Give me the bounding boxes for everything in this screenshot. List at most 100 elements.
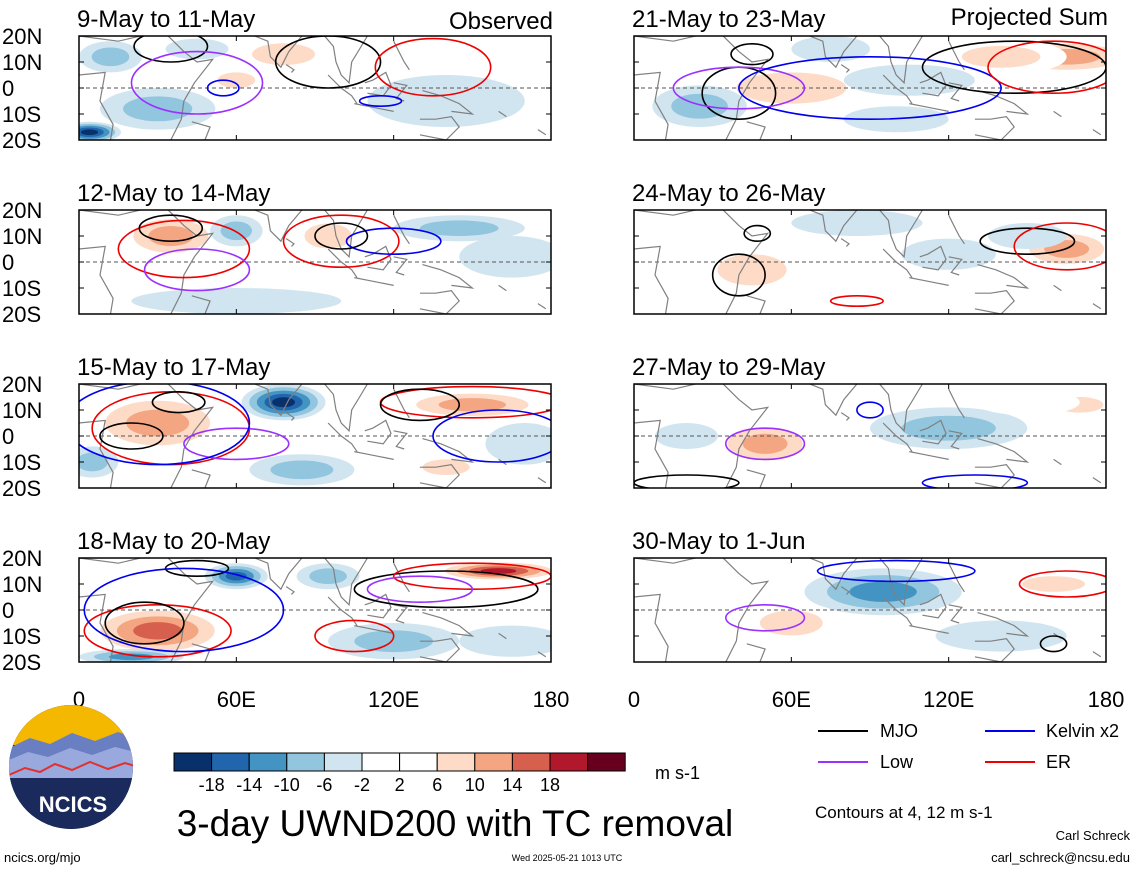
- lon-tick-label: 0: [628, 687, 640, 712]
- contour-mjo: [921, 40, 1106, 94]
- contour-er: [282, 214, 400, 268]
- contour-low: [672, 66, 806, 110]
- coastline: [882, 248, 913, 278]
- contour-er: [1018, 570, 1106, 598]
- lon-tick-label: 120E: [368, 687, 419, 712]
- anomaly-shading: [988, 223, 1067, 249]
- coastline: [974, 289, 1015, 314]
- lat-tick-label: 20N: [2, 198, 42, 223]
- colorbar-swatch: [361, 752, 401, 772]
- coastline: [634, 384, 770, 488]
- coastline: [327, 248, 358, 278]
- anomaly-shading: [108, 653, 154, 661]
- coastline: [79, 384, 215, 488]
- coastline: [498, 110, 507, 118]
- map-panel-2: 21-May to 23-May: [632, 6, 1107, 141]
- anomaly-shading: [647, 607, 726, 639]
- legend-label-kelvin: Kelvin x2: [1046, 721, 1119, 741]
- contour-mjo: [104, 601, 185, 645]
- timestamp: Wed 2025-05-21 1013 UTC: [512, 853, 623, 863]
- contour-kelvin: [79, 384, 251, 466]
- coastline: [948, 256, 963, 276]
- lon-tick-label: 60E: [217, 687, 256, 712]
- anomaly-shading: [974, 389, 1080, 416]
- colorbar-label: -2: [354, 775, 370, 795]
- colorbar-label: 18: [540, 775, 560, 795]
- lon-tick-label: 180: [1088, 687, 1125, 712]
- coastline: [393, 604, 408, 624]
- coastline: [354, 277, 394, 286]
- contour-er: [374, 37, 492, 97]
- coastline: [840, 586, 850, 595]
- anomaly-shading: [367, 75, 525, 127]
- coastline: [746, 121, 766, 140]
- coastline: [79, 36, 215, 140]
- anomaly-shading: [309, 568, 347, 584]
- lat-tick-label: 20S: [2, 476, 41, 501]
- coastline: [537, 651, 547, 658]
- coastline: [634, 71, 669, 140]
- coastline: [948, 388, 965, 419]
- lon-tick-label: 120E: [923, 687, 974, 712]
- contour-kelvin: [83, 567, 285, 653]
- anomaly-shading: [91, 47, 130, 67]
- panel-title: 18-May to 20-May: [77, 528, 270, 555]
- anomaly-shading: [901, 415, 996, 441]
- anomaly-shading: [901, 238, 996, 270]
- coastline: [422, 90, 475, 115]
- anomaly-shading: [843, 64, 975, 96]
- coastline: [948, 604, 963, 624]
- coastline: [79, 558, 215, 662]
- contour-mjo: [634, 474, 740, 488]
- colorbar-swatch: [549, 752, 589, 772]
- anomaly-shading: [459, 236, 551, 278]
- anomaly-shading: [961, 45, 1041, 68]
- anomaly-shading: [272, 397, 295, 408]
- anomaly-shading: [133, 622, 183, 640]
- anomaly-shading: [791, 36, 871, 62]
- coastline: [393, 40, 410, 71]
- anomaly-shading: [217, 72, 256, 88]
- anomaly-shading: [459, 625, 551, 657]
- lat-tick-label: 10N: [2, 50, 42, 75]
- coastline: [948, 430, 963, 450]
- contour-kelvin: [856, 401, 884, 419]
- lat-tick-label: 10N: [2, 398, 42, 423]
- anomaly-shading: [759, 610, 823, 636]
- coastline: [498, 632, 507, 640]
- coastline: [253, 210, 304, 243]
- contour-note: Contours at 4, 12 m s-1: [815, 803, 993, 822]
- anomaly-shading: [165, 38, 229, 60]
- coastline: [323, 558, 368, 607]
- colorbar-swatch: [211, 752, 250, 772]
- coastline: [948, 82, 963, 102]
- lat-tick-label: 20N: [2, 546, 42, 571]
- anomaly-shading: [148, 225, 194, 247]
- coastline: [354, 451, 394, 460]
- anomaly-shading: [80, 129, 99, 136]
- coastline: [919, 419, 947, 445]
- main-title: 3-day UWND200 with TC removal: [177, 803, 734, 844]
- coastline: [746, 469, 766, 488]
- anomaly-shading: [422, 459, 470, 476]
- lat-tick-label: 10S: [2, 276, 41, 301]
- panel-title: 24-May to 26-May: [632, 180, 825, 207]
- coastline: [840, 238, 850, 247]
- coastline: [948, 562, 965, 593]
- lat-tick-label: 10N: [2, 224, 42, 249]
- author-email: carl_schreck@ncsu.edu: [991, 850, 1130, 865]
- anomaly-shading: [220, 221, 253, 241]
- coastline: [634, 210, 770, 314]
- coastline: [882, 74, 913, 104]
- coastline: [977, 264, 1030, 289]
- projected-label: Projected Sum: [951, 4, 1108, 31]
- coastline: [537, 477, 547, 484]
- coastline: [808, 210, 859, 243]
- coastline: [974, 463, 1015, 488]
- coastline: [354, 103, 394, 112]
- coastline: [878, 384, 923, 433]
- anomaly-shading: [935, 620, 1067, 652]
- coastline: [909, 451, 949, 460]
